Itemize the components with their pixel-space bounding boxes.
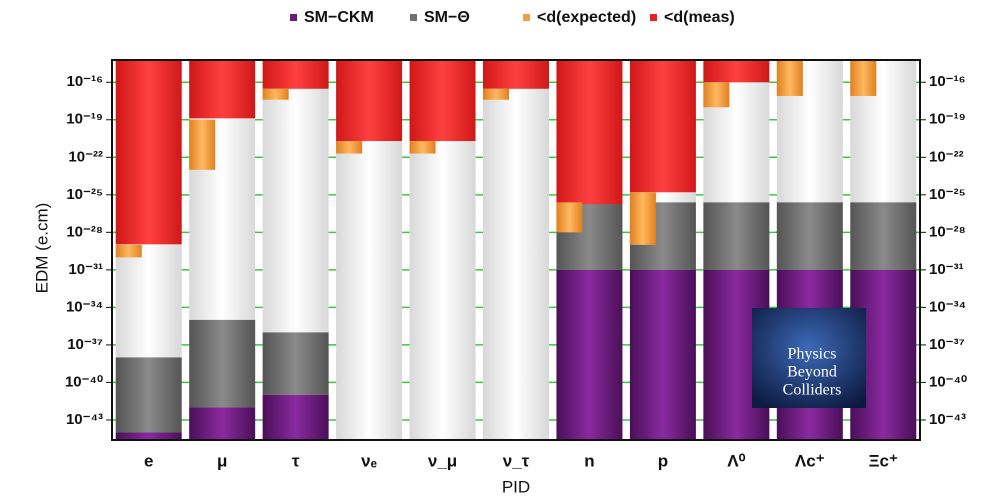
bar-theta <box>776 202 843 270</box>
logo-text: Beyond <box>787 364 837 381</box>
y2-tick-label: 10⁻³⁷ <box>929 336 965 353</box>
legend-label: SM−CKM <box>304 9 374 26</box>
expected-range <box>483 88 509 100</box>
expected-range <box>850 60 877 96</box>
bar-theta <box>850 202 917 270</box>
bar-gap <box>629 192 696 203</box>
bar-theta <box>115 357 182 433</box>
expected-range <box>409 141 436 154</box>
logo-text: Colliders <box>783 382 842 399</box>
legend-swatch <box>650 14 657 21</box>
y-tick-label: 10⁻³¹ <box>68 261 103 278</box>
logo-text: Physics <box>788 346 837 363</box>
bar-theta <box>189 319 256 408</box>
x-tick-label: n <box>584 451 594 470</box>
y-tick-label: 10⁻³⁷ <box>67 336 103 353</box>
legend-label: SM−Θ <box>424 9 470 26</box>
legend-label: <d(expected) <box>537 9 636 26</box>
expected-range <box>776 60 803 96</box>
bar-measured <box>336 60 403 142</box>
bar-measured <box>629 60 696 193</box>
bar-theta <box>703 202 770 270</box>
bar-measured <box>409 60 476 142</box>
x-tick-label: ν_τ <box>503 451 530 470</box>
y2-tick-label: 10⁻²² <box>929 148 964 165</box>
y2-tick-label: 10⁻³⁴ <box>929 298 966 315</box>
bar-measured <box>262 60 329 89</box>
bar-gap <box>115 244 182 358</box>
x-tick-label: e <box>144 451 153 470</box>
expected-range <box>189 119 216 170</box>
bar-measured <box>703 60 770 83</box>
x-tick-label: p <box>658 451 668 470</box>
bar-measured <box>483 60 549 89</box>
y-tick-label: 10⁻²² <box>68 148 103 165</box>
x-tick-label: Ξc⁺ <box>869 451 898 470</box>
y-tick-label: 10⁻⁴³ <box>66 411 103 428</box>
expected-range <box>336 141 363 154</box>
x-tick-label: Λc⁺ <box>795 451 825 470</box>
bar-theta <box>262 332 329 395</box>
y-axis-title: EDM (e.cm) <box>32 203 51 294</box>
expected-range <box>629 192 656 245</box>
y-tick-label: 10⁻¹⁶ <box>66 73 103 90</box>
x-axis-title: PID <box>502 477 530 496</box>
bar-ckm <box>556 269 623 440</box>
logo <box>752 308 866 408</box>
legend-label: <d(meas) <box>664 9 735 26</box>
y2-tick-label: 10⁻²⁸ <box>929 223 966 240</box>
y-tick-label: 10⁻¹⁹ <box>66 111 103 128</box>
legend-swatch <box>410 14 417 21</box>
expected-range <box>556 202 583 233</box>
y2-tick-label: 10⁻¹⁶ <box>929 73 966 90</box>
y2-tick-label: 10⁻⁴⁰ <box>929 373 967 390</box>
y-tick-label: 10⁻⁴⁰ <box>65 373 103 390</box>
x-tick-label: Λ⁰ <box>727 451 745 470</box>
x-tick-label: νₑ <box>361 451 377 470</box>
bar-gap <box>336 141 403 440</box>
bar-measured <box>556 60 623 205</box>
y2-tick-label: 10⁻¹⁹ <box>929 111 966 128</box>
y2-tick-label: 10⁻²⁵ <box>929 186 966 203</box>
y2-tick-label: 10⁻³¹ <box>929 261 964 278</box>
legend-swatch <box>290 14 297 21</box>
y2-tick-label: 10⁻⁴³ <box>929 411 966 428</box>
x-tick-label: ν_μ <box>428 451 457 470</box>
bar-measured <box>189 60 256 119</box>
bar-gap <box>262 88 329 333</box>
plot-frame <box>111 59 921 441</box>
bar-gap <box>483 88 549 440</box>
legend-swatch <box>523 14 530 21</box>
bar-ckm <box>629 269 696 440</box>
bar-ckm <box>115 432 182 440</box>
expected-range <box>703 82 730 108</box>
expected-range <box>262 88 289 100</box>
bar-ckm <box>262 394 329 440</box>
bar-ckm <box>189 407 256 440</box>
y-tick-label: 10⁻²⁵ <box>66 186 103 203</box>
bar-measured <box>115 60 182 245</box>
x-tick-label: τ <box>292 451 300 470</box>
x-tick-label: μ <box>217 451 227 470</box>
y-tick-label: 10⁻³⁴ <box>66 298 103 315</box>
y-tick-label: 10⁻²⁸ <box>66 223 103 240</box>
expected-range <box>115 244 142 258</box>
bar-gap <box>409 141 476 440</box>
